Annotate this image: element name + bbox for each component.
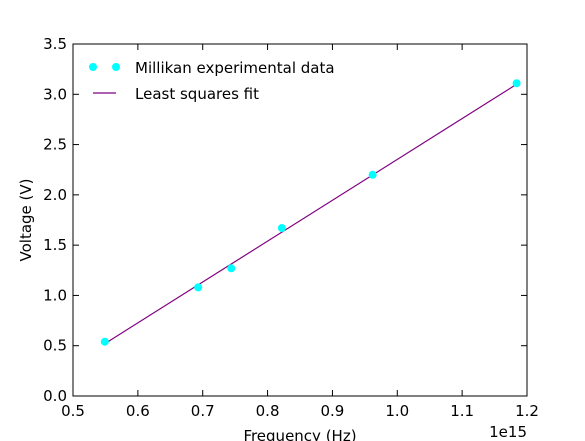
x-tick-label: 1.0 (385, 402, 409, 420)
x-tick-label: 0.9 (320, 402, 344, 420)
plot-area (100, 79, 521, 346)
data-point (194, 283, 203, 292)
x-tick-label: 0.8 (256, 402, 280, 420)
x-axis-label: Frequency (Hz) (243, 427, 356, 441)
y-tick-label: 0.5 (43, 337, 67, 355)
x-tick-label: 0.7 (191, 402, 215, 420)
plot-frame (72, 43, 528, 397)
y-axis-label: Voltage (V) (17, 179, 35, 262)
data-point (227, 264, 236, 273)
legend-label-fit: Least squares fit (135, 85, 259, 103)
legend-marker-experimental (112, 63, 120, 71)
y-tick-label: 1.5 (43, 236, 67, 254)
y-tick-label: 1.0 (43, 286, 67, 304)
y-tick-label: 3.5 (43, 35, 67, 53)
fit-line (104, 83, 517, 345)
legend: Millikan experimental data Least squares… (89, 59, 335, 103)
x-tick-label: 0.6 (126, 402, 150, 420)
data-point (100, 337, 109, 346)
y-tick-label: 3.0 (43, 85, 67, 103)
y-tick-label: 2.5 (43, 136, 67, 154)
legend-label-experimental: Millikan experimental data (135, 59, 335, 77)
legend-marker-experimental (89, 63, 97, 71)
data-point (512, 79, 521, 88)
x-tick-label: 0.5 (61, 402, 85, 420)
x-tick-label: 1.1 (450, 402, 474, 420)
x-tick-label: 1.2 (515, 402, 539, 420)
y-tick-label: 0.0 (43, 387, 67, 405)
y-tick-label: 2.0 (43, 186, 67, 204)
axis-ticks: 0.5 0.6 0.7 0.8 0.9 1.0 1.1 1.20.00.51.01.52.02… (43, 35, 539, 420)
data-point (277, 224, 286, 233)
data-point (368, 170, 377, 179)
x-axis-offset-label: 1e15 (489, 423, 527, 441)
